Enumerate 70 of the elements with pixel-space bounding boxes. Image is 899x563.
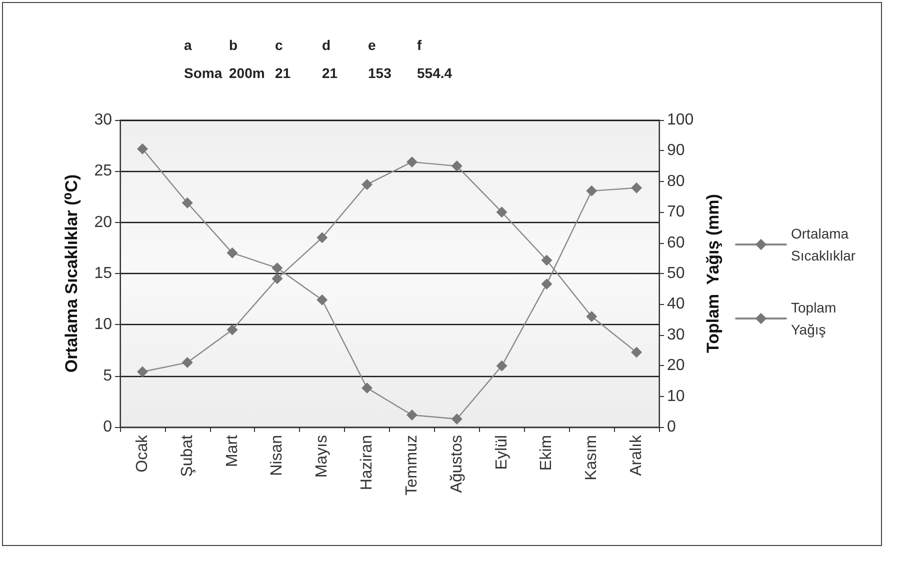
y-tick-label: 25 (94, 162, 112, 180)
point (541, 278, 552, 290)
point (136, 143, 148, 154)
point (182, 197, 193, 208)
point (496, 206, 508, 218)
point (226, 247, 238, 258)
y2-tick-label: 90 (667, 142, 685, 160)
x-tick-label: Haziran (358, 435, 376, 490)
y2-tick-label: 0 (667, 418, 676, 436)
legend-label: Toplam Yağış (791, 300, 840, 338)
y2-axis-title: Toplam Yağış (mm) (704, 194, 723, 354)
point (451, 160, 462, 172)
text: f (417, 37, 422, 53)
text: c (275, 37, 283, 53)
text: a (184, 37, 192, 53)
x-tick-label: Mart (224, 434, 241, 467)
x-tick-label: Eylül (493, 435, 510, 470)
point (316, 294, 328, 306)
point (631, 182, 642, 194)
point (316, 232, 328, 244)
text: 21 (275, 65, 291, 81)
x-tick-label: Ocak (134, 434, 151, 472)
y2-tick-label: 80 (667, 172, 685, 190)
point (272, 262, 283, 274)
text: Soma (184, 65, 222, 81)
x-tick-label: Ağustos (448, 435, 466, 493)
y2-tick-label: 70 (667, 204, 685, 221)
text: 21 (322, 65, 338, 81)
point (182, 357, 193, 368)
point (496, 360, 508, 372)
point (406, 410, 418, 421)
x-tick-label: Nisan (268, 435, 286, 476)
y-tick-label: 10 (94, 316, 112, 334)
y2-tick-label: 40 (667, 296, 685, 313)
y-tick-label: 0 (103, 418, 112, 436)
point (136, 366, 148, 378)
point (406, 156, 418, 168)
text: e (368, 37, 376, 53)
y2-tick-label: 60 (667, 234, 685, 252)
text: 153 (368, 65, 392, 81)
text: d (322, 37, 331, 53)
y-tick-label: 5 (103, 367, 112, 384)
text: 554.4 (417, 65, 452, 81)
x-tick-label: Aralık (628, 434, 646, 476)
y-tick-label: 15 (94, 265, 112, 282)
point (226, 324, 238, 336)
y2-tick-label: 20 (667, 357, 685, 374)
y-tick-label: 30 (94, 112, 112, 128)
point (586, 310, 598, 322)
point (586, 185, 598, 196)
x-tick-label: Temmuz (403, 435, 420, 496)
text: b (229, 37, 238, 53)
y-tick-label: 20 (94, 214, 112, 231)
x-tick-label: Ekim (538, 435, 556, 471)
x-tick-label: Mayıs (314, 435, 331, 478)
point (272, 273, 283, 284)
point (541, 254, 552, 266)
x-tick-label: Kasım (583, 435, 600, 480)
point (451, 414, 462, 425)
point (362, 178, 373, 190)
y2-tick-label: 100 (667, 112, 694, 128)
text: 200m (229, 65, 265, 81)
y2-tick-label: 30 (667, 326, 685, 344)
y2-tick-label: 50 (667, 265, 685, 282)
x-tick-label: Şubat (178, 434, 196, 477)
y-axis-title: Ortalama Sıcaklıklar (⁰C) (62, 174, 81, 373)
y2-tick-label: 10 (667, 388, 685, 405)
point (631, 346, 642, 358)
point (362, 382, 373, 394)
legend-label: Ortalama Sıcaklıklar (791, 226, 856, 264)
